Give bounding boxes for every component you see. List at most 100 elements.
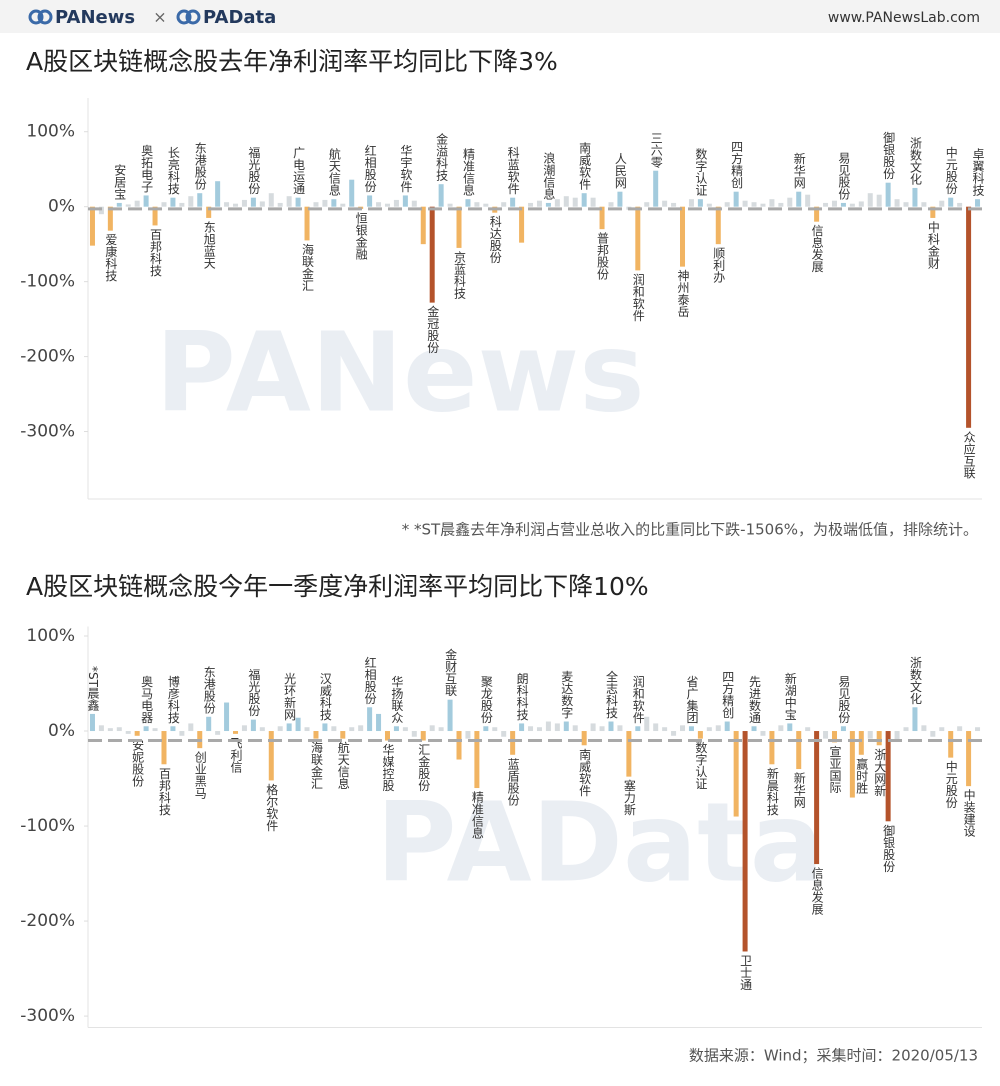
bar-label: *ST晨鑫 [86, 666, 100, 711]
bar-label: 安妮股份 [131, 737, 145, 786]
bar-label: 中科金财 [926, 219, 940, 268]
bar [170, 197, 176, 207]
bar-label: 东港股份 [193, 142, 207, 190]
header-bar [0, 0, 1000, 33]
bar [206, 206, 212, 218]
bar [277, 202, 283, 207]
bar-label: 奥马电器 [140, 675, 154, 724]
note: 数据来源：Wind；采集时间：2020/05/13 [689, 1047, 978, 1065]
y-tick-label: -300% [20, 1006, 75, 1026]
bar [554, 723, 560, 732]
bar-label: 汉威科技 [318, 672, 332, 720]
watermark: PANews [155, 308, 644, 436]
bar [420, 731, 426, 741]
bar [447, 203, 453, 207]
bar-label: 福光股份 [247, 667, 261, 716]
bar [563, 721, 569, 732]
bar [733, 191, 739, 207]
bar-label: 数字认证 [694, 147, 708, 196]
bar [814, 206, 820, 222]
bar [393, 199, 399, 207]
bar [948, 197, 954, 207]
bar-label: 红相股份 [363, 655, 377, 704]
bar [831, 731, 837, 743]
bar [823, 731, 829, 739]
bar [751, 202, 757, 207]
bar [152, 206, 158, 226]
bar [438, 727, 444, 732]
bar [662, 200, 668, 207]
bar [331, 199, 337, 207]
bar-label: 宣亚国际 [828, 744, 842, 793]
bar [241, 199, 247, 207]
bar [456, 731, 462, 760]
bar-label: 科蓝软件 [506, 146, 520, 194]
bar-label: 航天信息 [327, 147, 341, 196]
bar-label: 御银股份 [882, 130, 896, 179]
bar [331, 726, 337, 732]
bar [742, 731, 748, 952]
bar-label: 海联金汇 [309, 740, 323, 789]
bar [858, 201, 864, 207]
bar [715, 206, 721, 245]
bar [697, 199, 703, 207]
bar [107, 728, 113, 732]
bar [501, 202, 507, 207]
bar-label: 浪潮信息 [542, 150, 556, 199]
bar [402, 727, 408, 732]
bar [545, 721, 551, 732]
bar [653, 723, 659, 732]
bar [215, 731, 221, 735]
bar [116, 727, 122, 732]
bar [876, 194, 882, 207]
y-tick-label: 0% [48, 721, 75, 741]
bar-label: 聚龙股份 [479, 675, 493, 723]
bar [581, 193, 587, 207]
bar [143, 195, 149, 207]
bar-label: 福光股份 [247, 145, 261, 194]
bar [313, 202, 319, 207]
bar [474, 202, 480, 207]
bar [912, 187, 918, 207]
bar [867, 731, 873, 739]
bar [510, 197, 516, 207]
brand: PANews [55, 7, 135, 28]
bar [322, 199, 328, 207]
bar [688, 199, 694, 207]
bar [286, 723, 292, 732]
bar-label: 数字认证 [694, 740, 708, 789]
url: www.PANewsLab.com [828, 10, 980, 26]
bar [742, 200, 748, 207]
chart-title: A股区块链概念股今年一季度净利润率平均同比下降10% [26, 572, 649, 601]
bar [483, 203, 489, 207]
bar [957, 726, 963, 732]
bar-label: 浙数文化 [908, 137, 922, 186]
bar [519, 206, 525, 243]
bar [635, 726, 641, 732]
bar-label: 新晨科技 [765, 766, 779, 815]
bar-label: 神州泰岳 [676, 269, 690, 317]
bar-label: 浙数文化 [908, 656, 922, 705]
bar [921, 202, 927, 207]
bar [116, 202, 122, 207]
bar [599, 206, 605, 230]
bar-label: 新华网 [792, 151, 806, 188]
bar [680, 725, 686, 732]
bar [483, 726, 489, 732]
bar [89, 713, 95, 732]
bar [858, 731, 864, 755]
bar-label: 顺利办 [712, 247, 726, 284]
y-tick-label: 0% [48, 197, 75, 217]
bar [170, 726, 176, 732]
y-tick-label: -200% [20, 911, 75, 931]
bar [876, 731, 882, 746]
bar [590, 723, 596, 732]
bar-label: 中元股份 [944, 145, 958, 194]
partner: PAData [203, 7, 276, 28]
bar [939, 727, 945, 732]
bar [358, 725, 364, 732]
y-tick-label: 100% [26, 122, 75, 142]
bar [402, 195, 408, 207]
bar-label: 海联金汇 [301, 242, 315, 291]
bar-label: 华媒控股 [381, 743, 395, 792]
